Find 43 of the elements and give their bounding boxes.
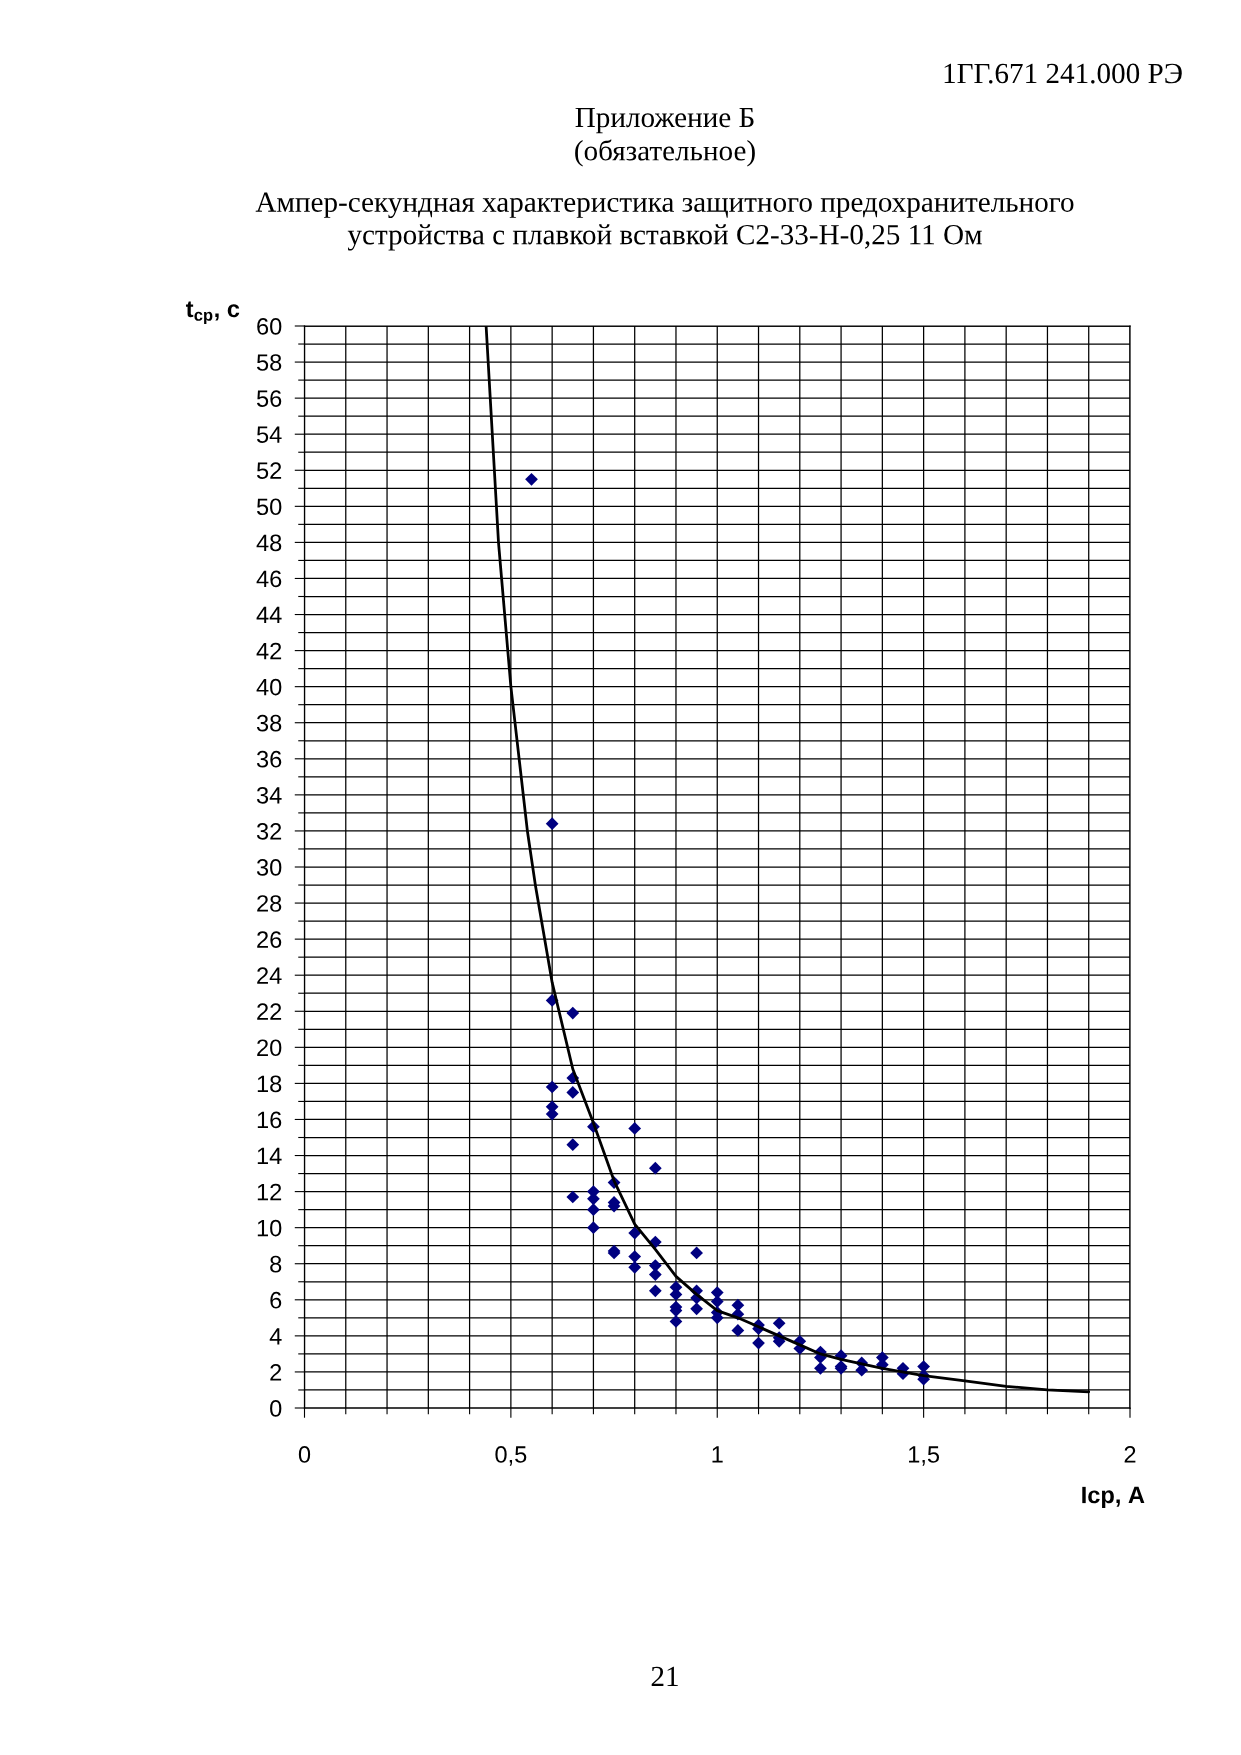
y-tick-label: 2 (270, 1364, 282, 1381)
y-tick-label: 44 (256, 606, 282, 624)
y-tick-label: 0 (270, 1400, 282, 1417)
y-tick-label: 14 (257, 1147, 282, 1165)
y-tick-label: 54 (256, 426, 282, 443)
text: Приложение Б (575, 107, 754, 134)
x-tick-label: 1 (712, 1446, 723, 1463)
y-tick-label: 46 (256, 570, 282, 588)
y-tick-label: 24 (257, 967, 282, 984)
x-tick-label: 2 (1124, 1446, 1136, 1463)
x-tick-label: 1,5 (909, 1446, 940, 1466)
x-tick-label: 0,5 (495, 1446, 527, 1466)
y-tick-label: 26 (257, 931, 282, 948)
y-tick-label: 16 (257, 1111, 282, 1129)
text: 21 (651, 1666, 678, 1687)
y-tick-label: 40 (256, 678, 282, 696)
y-tick-label: 34 (256, 786, 282, 804)
y-tick-label: 58 (256, 354, 282, 371)
y-tick-label: 50 (256, 498, 282, 516)
y-tick-label: 20 (257, 1039, 282, 1057)
y-axis-title: t$_{ср}$, с (185, 301, 240, 325)
y-tick-label: 6 (270, 1291, 282, 1309)
y-tick-label: 4 (269, 1328, 282, 1345)
y-tick-label: 52 (256, 462, 282, 480)
x-tick-label: 0 (298, 1446, 311, 1463)
y-tick-label: 22 (257, 1003, 282, 1020)
y-tick-label: 42 (256, 642, 282, 660)
y-tick-label: 28 (257, 895, 282, 912)
y-tick-label: 38 (256, 714, 282, 732)
text: 1ГГ.671 241.000 РЭ (944, 63, 1182, 84)
y-tick-label: 10 (257, 1219, 282, 1237)
y-tick-label: 32 (256, 823, 282, 840)
text: (обязательное) (575, 139, 755, 167)
y-tick-label: 48 (256, 534, 282, 552)
y-tick-label: 36 (256, 750, 282, 768)
y-tick-label: 18 (257, 1075, 282, 1093)
y-tick-label: 12 (257, 1183, 282, 1201)
y-tick-label: 60 (257, 318, 282, 335)
x-axis-title: Iср, А (1082, 1486, 1145, 1508)
y-tick-label: 56 (256, 390, 282, 407)
y-tick-label: 8 (270, 1255, 282, 1273)
y-tick-label: 30 (256, 859, 282, 876)
chart-title: Ампер-секундная характеристика защитного предохранительного устройства с плавкой вставкой С2-33-Н-0,25 11 Ом (255, 192, 1074, 251)
